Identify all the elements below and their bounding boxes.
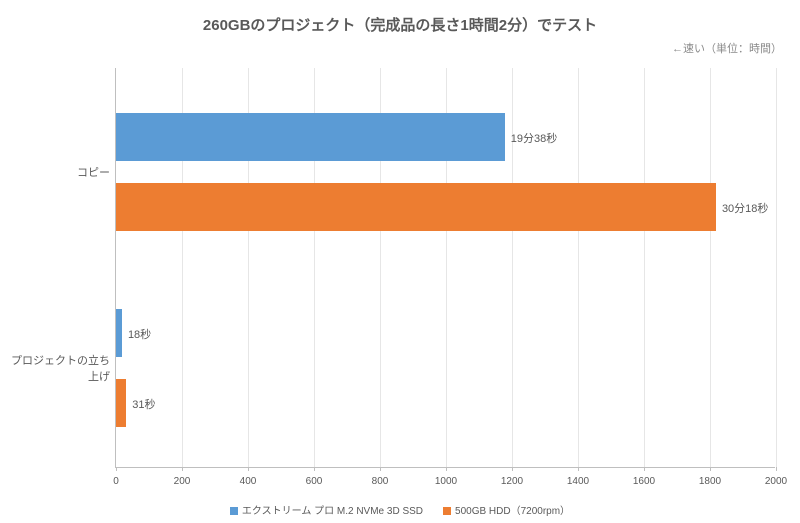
bar-value-label: 19分38秒 [511, 130, 557, 146]
x-tick [116, 467, 117, 471]
legend: エクストリーム プロ M.2 NVMe 3D SSD 500GB HDD（7200… [0, 502, 800, 517]
x-tick [776, 467, 777, 471]
chart-title: 260GBのプロジェクト（完成品の長さ1時間2分）でテスト [0, 14, 800, 35]
x-tick-label: 800 [372, 476, 389, 487]
bar [116, 379, 126, 427]
x-tick-label: 600 [306, 476, 323, 487]
category-label: プロジェクトの立ち上げ [5, 352, 110, 384]
x-tick-label: 1000 [435, 476, 457, 487]
bar-value-label: 31秒 [132, 396, 155, 412]
legend-item: エクストリーム プロ M.2 NVMe 3D SSD [230, 502, 423, 517]
bar [116, 113, 505, 161]
x-tick [248, 467, 249, 471]
x-tick-label: 200 [174, 476, 191, 487]
gridline [710, 68, 711, 467]
bar [116, 309, 122, 357]
x-tick-label: 1200 [501, 476, 523, 487]
gridline [578, 68, 579, 467]
x-tick [644, 467, 645, 471]
legend-item: 500GB HDD（7200rpm） [443, 502, 570, 517]
x-tick-label: 0 [113, 476, 119, 487]
legend-label: エクストリーム プロ M.2 NVMe 3D SSD [242, 506, 423, 517]
bar-value-label: 18秒 [128, 326, 151, 342]
x-tick-label: 1600 [633, 476, 655, 487]
x-tick [578, 467, 579, 471]
x-tick [182, 467, 183, 471]
plot-area: 020040060080010001200140016001800200019分… [115, 68, 775, 468]
bar [116, 183, 716, 231]
chart-container: 260GBのプロジェクト（完成品の長さ1時間2分）でテスト ←速い（単位：時間）… [0, 0, 800, 523]
x-tick-label: 1400 [567, 476, 589, 487]
bar-value-label: 30分18秒 [722, 200, 768, 216]
x-tick [446, 467, 447, 471]
legend-label: 500GB HDD（7200rpm） [455, 506, 570, 517]
x-tick-label: 400 [240, 476, 257, 487]
gridline [776, 68, 777, 467]
gridline [512, 68, 513, 467]
x-tick [314, 467, 315, 471]
x-tick [512, 467, 513, 471]
category-label: コピー [5, 164, 110, 180]
gridline [644, 68, 645, 467]
x-tick-label: 2000 [765, 476, 787, 487]
x-tick [710, 467, 711, 471]
legend-swatch [443, 507, 451, 515]
x-tick [380, 467, 381, 471]
legend-swatch [230, 507, 238, 515]
x-tick-label: 1800 [699, 476, 721, 487]
chart-note: ←速い（単位：時間） [672, 40, 782, 56]
